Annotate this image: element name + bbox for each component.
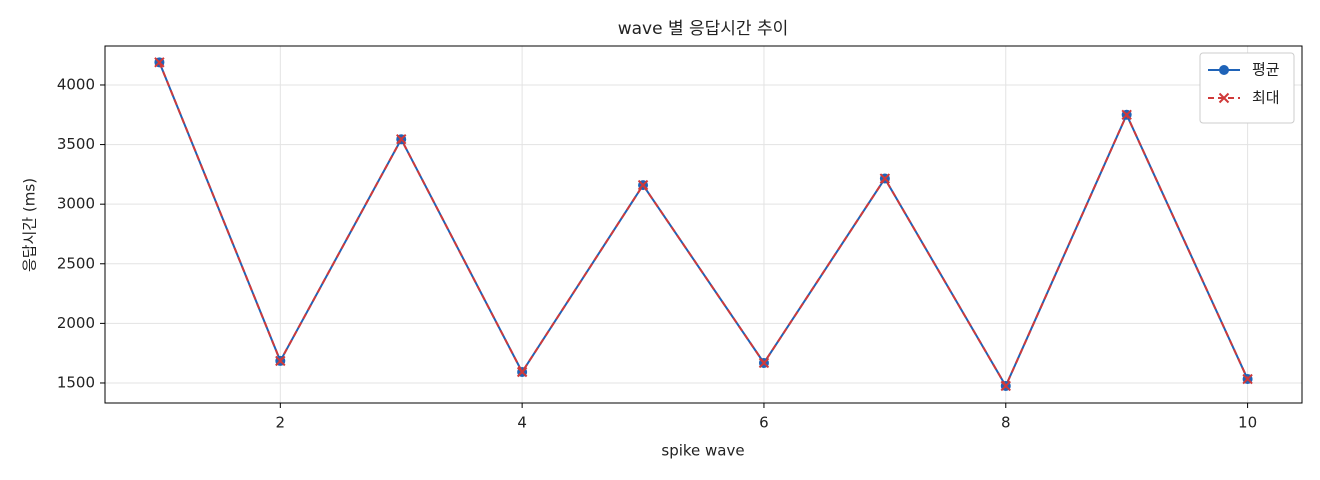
x-tick-label: 8 [1001,414,1011,432]
plot-frame [104,45,1303,404]
legend-marker [1218,92,1230,104]
marker [879,173,891,184]
y-tick-label: 1500 [57,373,95,391]
marker [1000,380,1011,392]
series-line [158,61,1249,389]
y-axis-label: 응답시간 (ms) [21,178,39,272]
marker [637,179,649,191]
y-tick-label: 3000 [57,195,95,213]
x-axis-label: spike wave [661,442,744,460]
x-tick-label: 4 [517,414,527,432]
series-line [158,61,1249,389]
legend-box [1199,52,1295,124]
marker [154,57,165,68]
x-tick-label: 6 [759,414,769,432]
x-tick-label: 2 [276,414,286,432]
y-tick-label: 3500 [57,135,95,153]
legend-label: 최대 [1252,89,1280,107]
marker [516,366,528,378]
legend-marker [1219,65,1229,75]
chart-title: wave 별 응답시간 추이 [618,19,789,39]
x-tick-label: 10 [1238,414,1257,432]
y-tick-label: 4000 [57,75,95,93]
y-tick-label: 2000 [57,314,95,332]
marker [396,134,407,145]
y-tick-label: 2500 [57,254,95,272]
marker [1121,109,1132,120]
legend-label: 평균 [1252,61,1280,79]
marker [275,355,286,367]
marker [1242,373,1253,385]
marker [758,357,770,369]
